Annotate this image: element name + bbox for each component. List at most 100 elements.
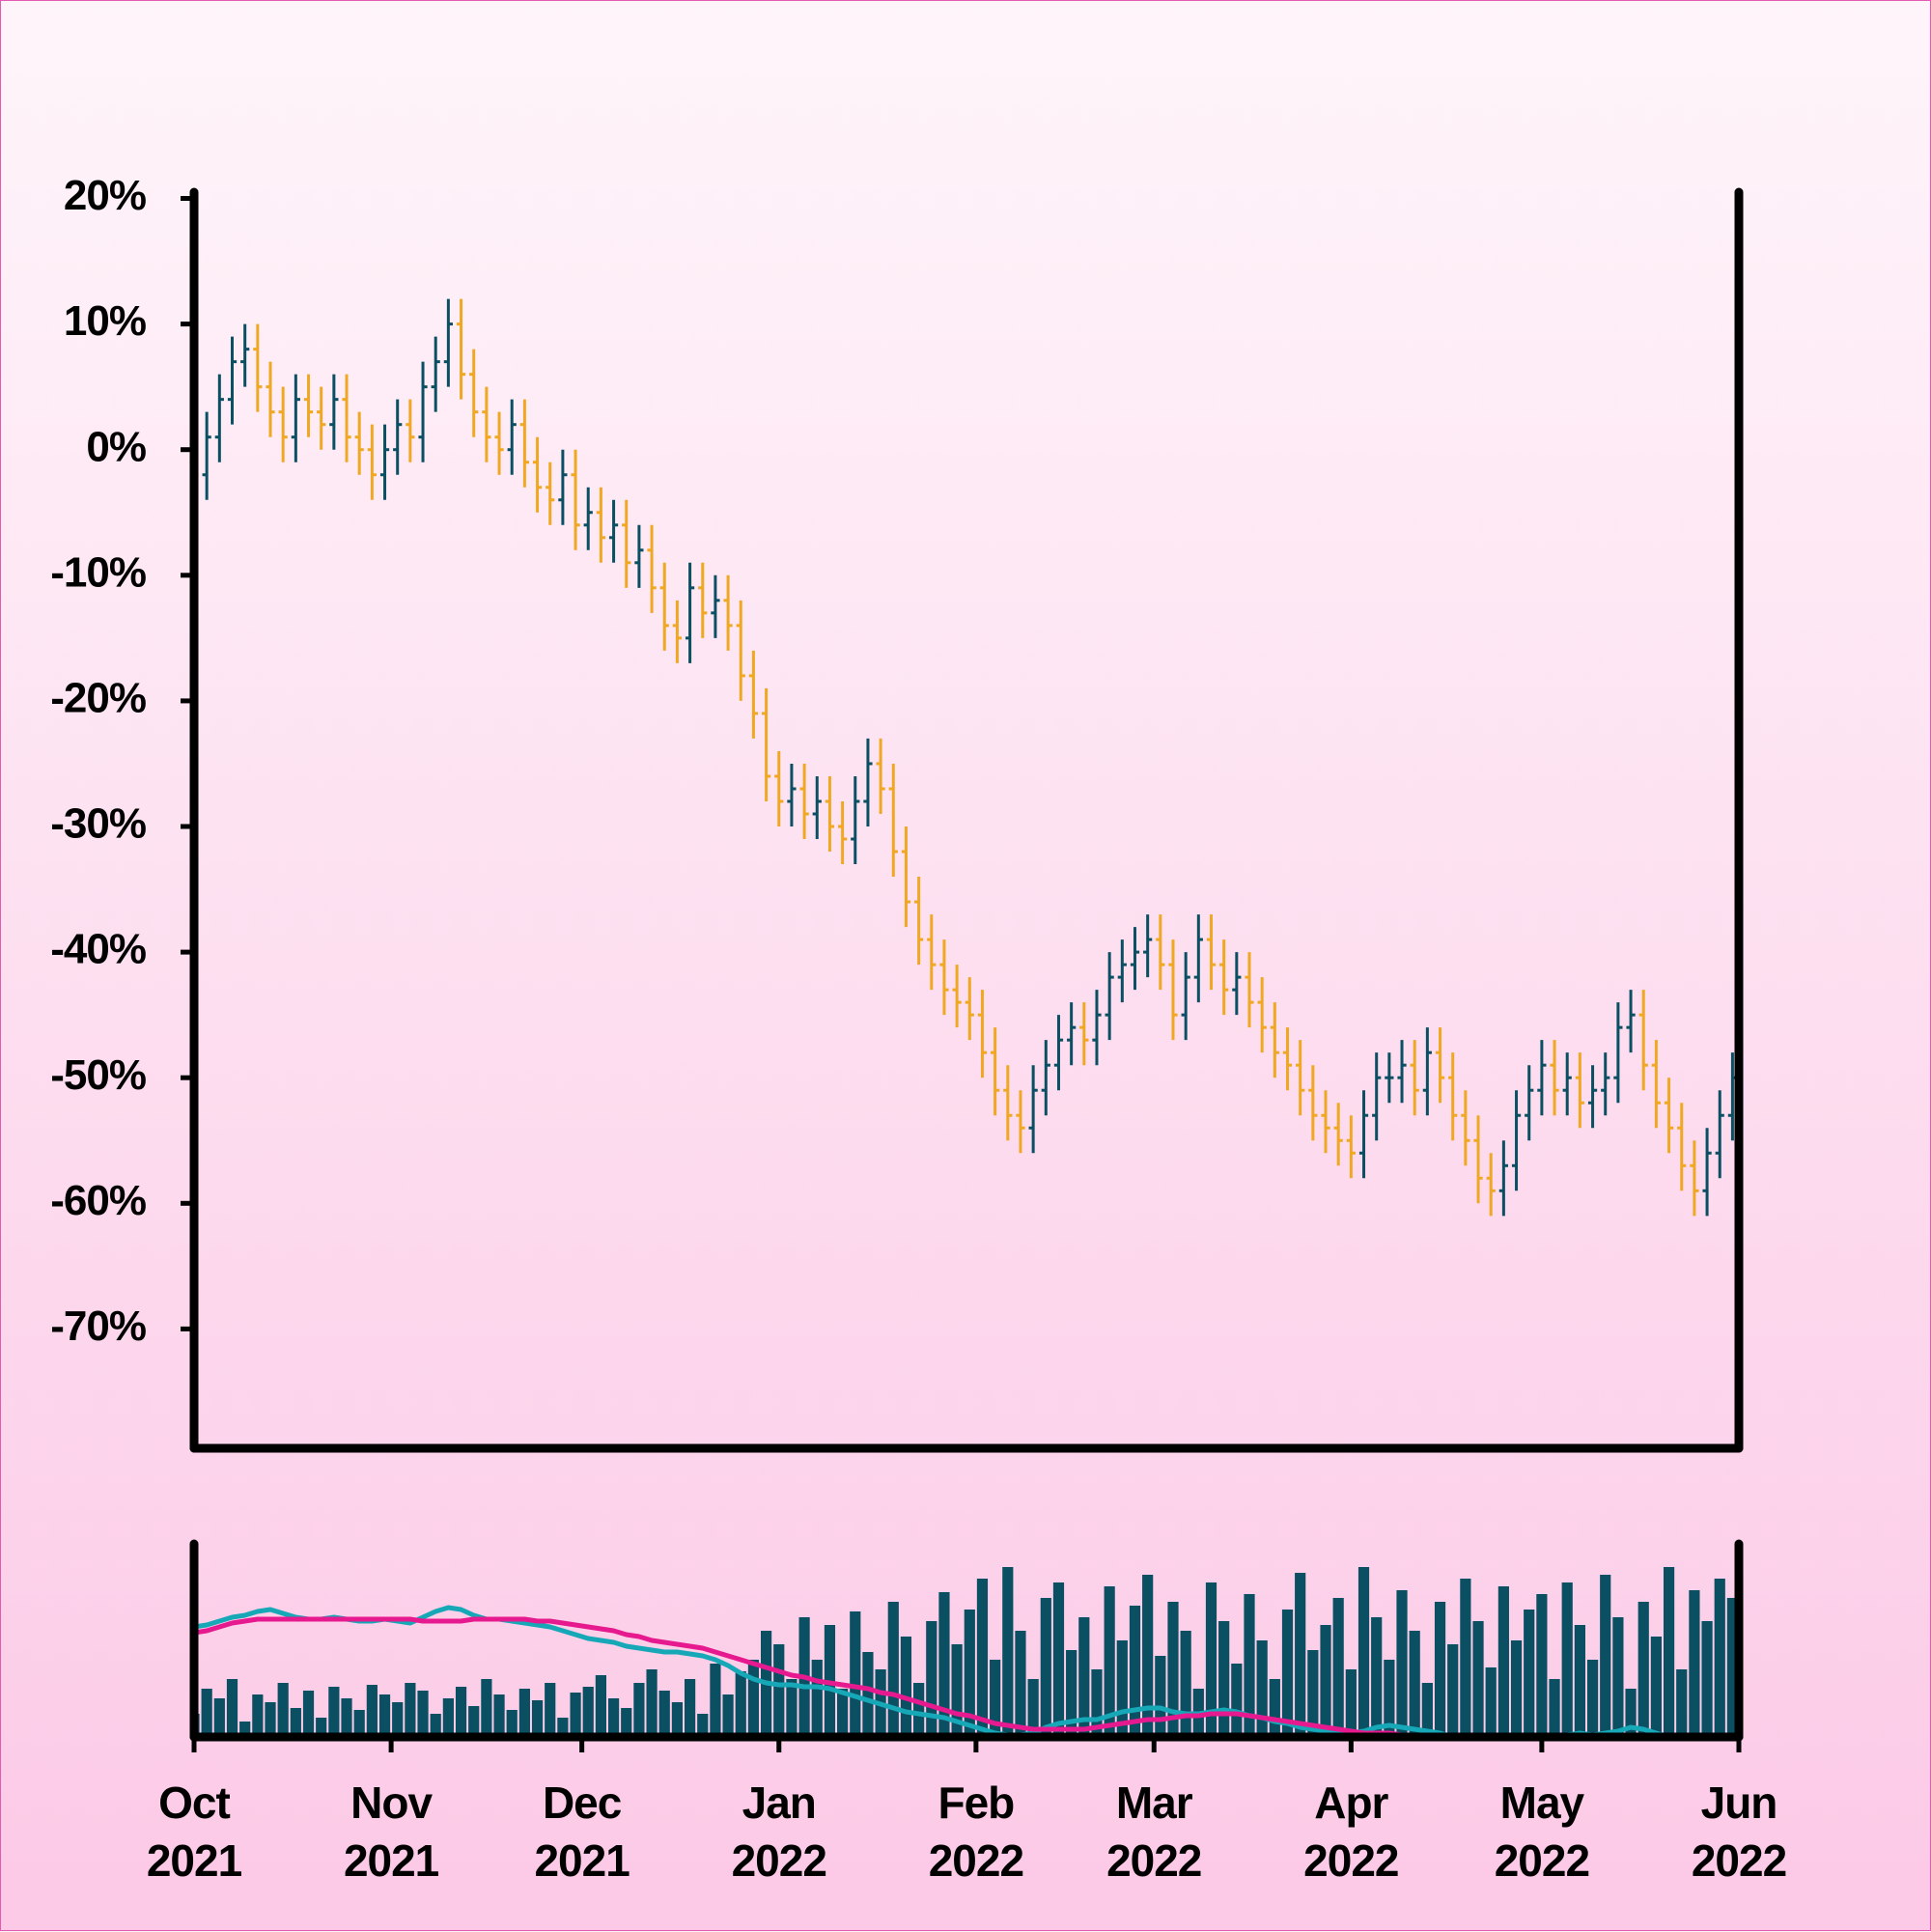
ohlc-bar xyxy=(571,449,580,550)
ohlc-bar xyxy=(227,336,238,425)
volume-bar xyxy=(493,1694,505,1737)
ohlc-bar xyxy=(329,374,339,450)
ohlc-bar xyxy=(1575,1052,1584,1129)
volume-bar xyxy=(213,1698,225,1737)
volume-bar xyxy=(1714,1579,1725,1737)
ohlc-bar xyxy=(888,763,898,878)
ohlc-bar xyxy=(431,336,440,412)
ohlc-bar xyxy=(1562,1052,1572,1116)
ohlc-bar xyxy=(622,499,631,588)
x-tick-label: Feb 2022 xyxy=(928,1778,1024,1886)
volume-bar xyxy=(1676,1669,1688,1737)
ohlc-bar xyxy=(1181,952,1190,1041)
x-tick-label: Mar 2022 xyxy=(1106,1778,1202,1886)
volume-bar xyxy=(252,1694,264,1737)
ohlc-bar xyxy=(303,374,314,437)
ohlc-bar xyxy=(672,600,683,663)
ohlc-bar xyxy=(774,750,784,827)
volume-bar xyxy=(1129,1606,1141,1737)
ohlc-bar xyxy=(291,374,300,462)
volume-bar xyxy=(1536,1594,1548,1737)
volume-bar xyxy=(1497,1586,1509,1737)
ohlc-bar xyxy=(1016,1090,1025,1154)
ohlc-bar xyxy=(1333,1103,1343,1166)
y-tick-label: -20% xyxy=(50,675,146,722)
volume-bar xyxy=(265,1702,276,1737)
ohlc-bar xyxy=(825,775,835,853)
average-line xyxy=(194,1605,1678,1737)
volume-bar xyxy=(1320,1625,1331,1737)
ohlc-bar xyxy=(342,374,351,462)
ohlc-bar xyxy=(482,386,491,462)
ohlc-bar xyxy=(647,524,657,613)
volume-bar xyxy=(1244,1594,1255,1737)
volume-bar xyxy=(1015,1631,1026,1737)
volume-bar xyxy=(926,1621,938,1737)
volume-bar xyxy=(1663,1567,1675,1737)
ohlc-bar xyxy=(991,1027,1000,1116)
ohlc-bar xyxy=(1041,1040,1050,1116)
volume-bar xyxy=(735,1671,746,1737)
ohlc-bar xyxy=(1168,939,1178,1041)
ohlc-bar xyxy=(1498,1140,1508,1217)
volume-bar xyxy=(697,1714,709,1737)
volume-bar xyxy=(1281,1610,1294,1737)
ohlc-bar xyxy=(837,800,848,865)
y-tick-label: -40% xyxy=(50,926,146,973)
ohlc-bar xyxy=(1613,1002,1623,1104)
volume-bar xyxy=(1345,1669,1357,1737)
volume-bar xyxy=(1726,1598,1739,1737)
volume-bar xyxy=(976,1579,989,1737)
ohlc-bar xyxy=(1537,1040,1547,1116)
ohlc-bar xyxy=(1270,1002,1279,1078)
ohlc-bar xyxy=(1232,952,1242,1016)
volume-bar xyxy=(1052,1582,1065,1737)
volume-bar xyxy=(506,1710,518,1737)
volume-bar xyxy=(582,1687,594,1737)
volume-bar xyxy=(1371,1617,1383,1737)
volume-bar xyxy=(1574,1625,1585,1737)
ohlc-bar xyxy=(952,965,962,1028)
volume-bar xyxy=(1307,1650,1319,1737)
ohlc-bar xyxy=(1372,1052,1382,1141)
volume-bar xyxy=(1524,1610,1535,1737)
ohlc-bar xyxy=(558,449,568,525)
ohlc-bar xyxy=(1702,1128,1712,1217)
volume-bar xyxy=(1485,1667,1497,1737)
volume-bar xyxy=(239,1722,251,1737)
ohlc-bar xyxy=(469,349,479,437)
ohlc-bar xyxy=(1053,1015,1064,1091)
ohlc-bar xyxy=(1397,1040,1407,1104)
ohlc-bar xyxy=(1067,1002,1077,1066)
ohlc-bar xyxy=(1193,914,1203,1003)
ohlc-bar xyxy=(901,826,911,928)
ohlc-bar xyxy=(1410,1040,1419,1116)
volume-bar xyxy=(518,1689,530,1737)
ohlc-bar xyxy=(761,687,771,801)
volume-bar xyxy=(710,1664,721,1737)
volume-bar xyxy=(621,1708,632,1737)
volume-bar xyxy=(1167,1602,1179,1737)
volume-bar xyxy=(1027,1679,1039,1737)
ohlc-bar xyxy=(317,386,326,450)
ohlc-bar xyxy=(494,411,504,475)
x-tick-label: Dec 2021 xyxy=(534,1778,630,1886)
volume-bar xyxy=(1472,1621,1484,1737)
volume-bar xyxy=(1447,1644,1459,1737)
ohlc-bar xyxy=(863,738,873,827)
volume-bar xyxy=(570,1693,581,1737)
volume-bar xyxy=(430,1714,441,1737)
ohlc-bar xyxy=(927,914,937,991)
volume-bar xyxy=(722,1694,734,1737)
volume-bar xyxy=(1180,1631,1191,1737)
volume-bar xyxy=(1689,1590,1700,1737)
ohlc-bar xyxy=(456,298,466,400)
ohlc-bar xyxy=(266,361,275,437)
x-tick-label: Jan 2022 xyxy=(731,1778,827,1886)
volume-bar xyxy=(353,1710,365,1737)
volume-bar xyxy=(964,1610,975,1737)
ohlc-bar xyxy=(1690,1140,1699,1217)
ohlc-bar xyxy=(519,399,529,488)
volume-bar xyxy=(405,1683,416,1737)
ohlc-bar xyxy=(1206,914,1217,991)
